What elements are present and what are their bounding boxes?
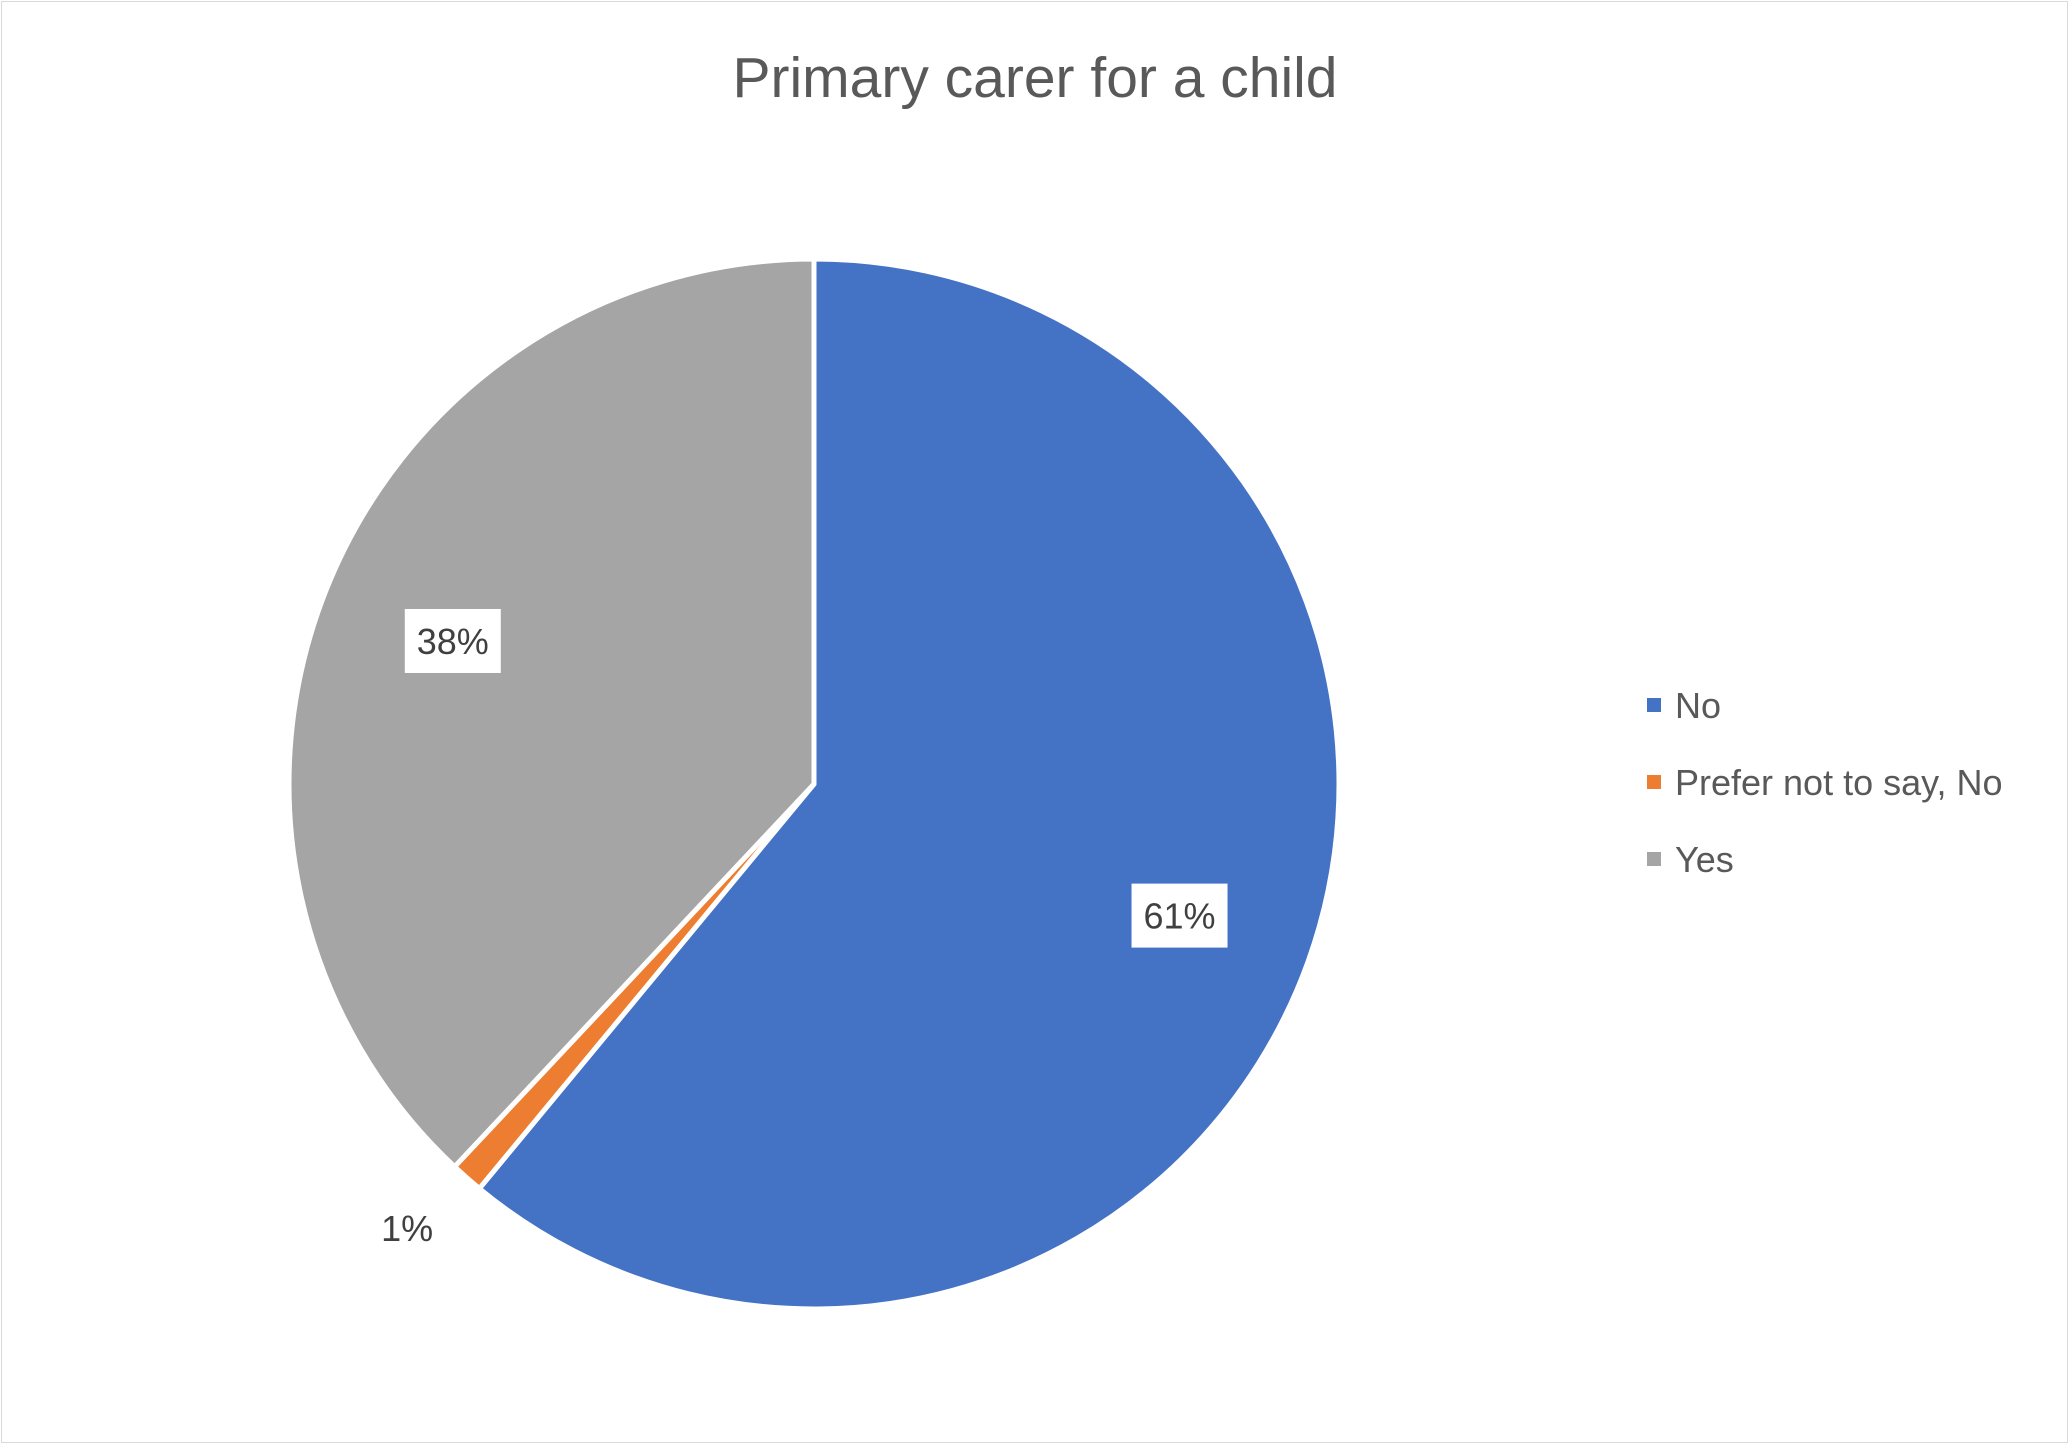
legend-marker-prefer-not-to-say-no [1647,775,1661,789]
legend-label-prefer-not-to-say-no: Prefer not to say, No [1675,762,2002,803]
legend-marker-no [1647,698,1661,712]
legend-label-yes: Yes [1675,839,1734,880]
legend: No Prefer not to say, No Yes [1647,685,2002,880]
data-label-box-yes [404,608,501,673]
legend-marker-yes [1647,852,1661,866]
data-label-prefer-not-to-say-no: 1% [381,1208,433,1249]
data-labels: 61% 1% 38% [381,608,1228,1249]
pie-slices [286,256,1342,1312]
chart-title: Primary carer for a child [733,46,1338,110]
data-label-no: 61% [1144,896,1216,937]
pie-slice-yes [286,256,817,1170]
pie-slice-no [476,256,1342,1312]
legend-label-no: No [1675,685,1721,726]
data-label-yes: 38% [417,621,489,662]
data-label-box-no [1131,883,1228,948]
